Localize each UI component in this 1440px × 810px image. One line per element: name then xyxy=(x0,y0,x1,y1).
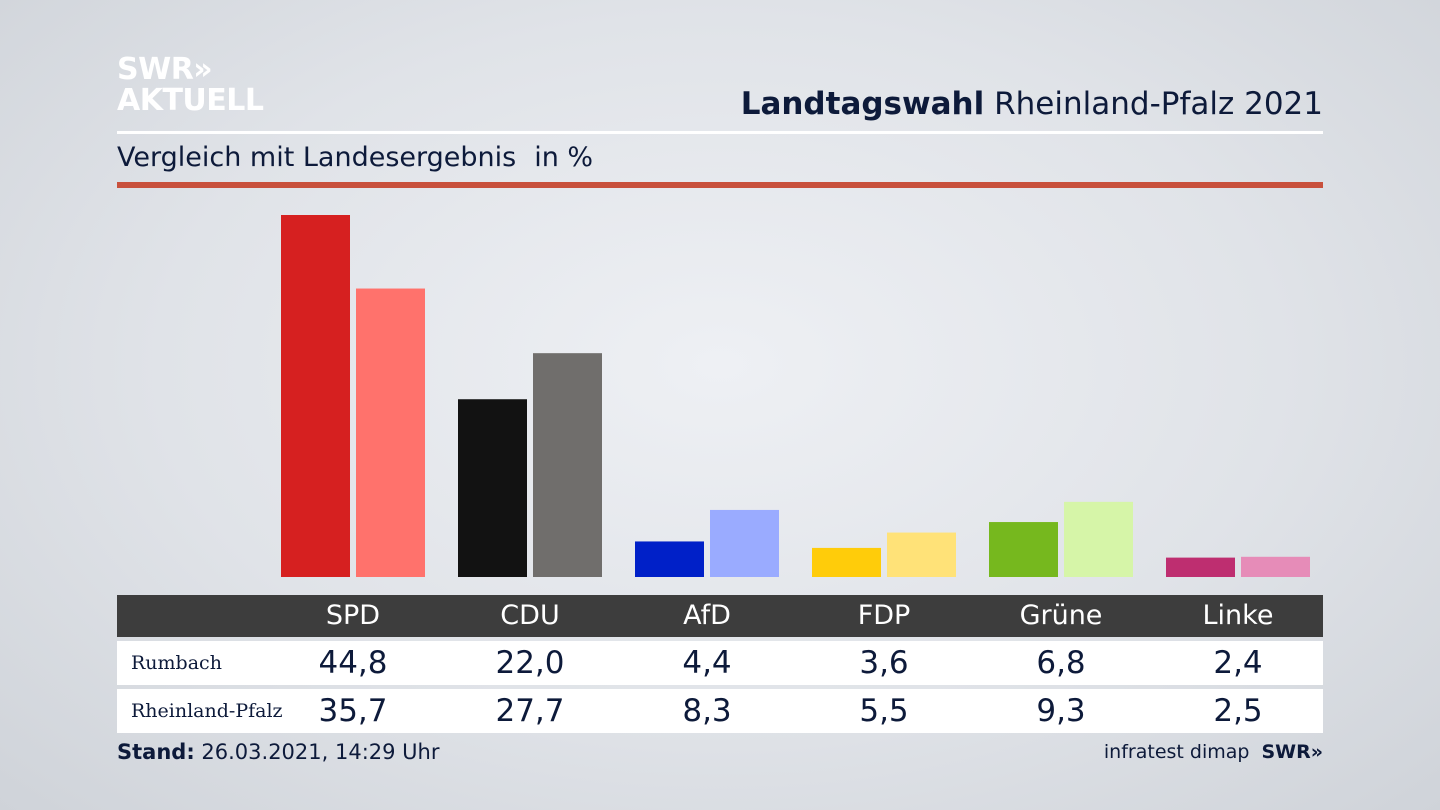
subtitle-divider xyxy=(117,182,1323,188)
bar-linke-rheinland-pfalz xyxy=(1241,556,1310,577)
column-header-afd: AfD xyxy=(683,600,731,631)
logo-line-1: SWR» xyxy=(117,52,213,87)
value-spd-rheinland-pfalz: 35,7 xyxy=(318,693,388,729)
header-divider xyxy=(117,131,1323,134)
bar-afd-rheinland-pfalz xyxy=(710,509,779,577)
bar-fdp-rheinland-pfalz xyxy=(887,532,956,577)
source-text: infratest dimap xyxy=(1103,741,1250,763)
source-credit: infratest dimap SWR» xyxy=(1104,741,1323,763)
value-gr-ne-rheinland-pfalz: 9,3 xyxy=(1036,693,1086,729)
chart-subtitle: Vergleich mit Landesergebnis in % xyxy=(117,142,593,173)
subtitle-text: Vergleich mit Landesergebnis xyxy=(117,142,517,173)
bar-cdu-rheinland-pfalz xyxy=(533,353,602,577)
value-fdp-rheinland-pfalz: 5,5 xyxy=(859,693,909,729)
bar-spd-rumbach xyxy=(281,215,350,577)
row-label: Rumbach xyxy=(131,652,222,674)
results-table: SPD CDU AfD FDP Grüne Linke Rumbach 44,8 22,0 4… xyxy=(117,595,1323,733)
page-title: Landtagswahl Rheinland-Pfalz 2021 xyxy=(741,86,1323,122)
timestamp: Stand: 26.03.2021, 14:29 Uhr xyxy=(117,740,440,764)
value-afd-rheinland-pfalz: 8,3 xyxy=(682,693,732,729)
title-bold: Landtagswahl xyxy=(740,86,985,122)
value-fdp-rumbach: 3,6 xyxy=(859,645,909,681)
stand-value: 26.03.2021, 14:29 Uhr xyxy=(194,740,440,764)
table-header-row: SPD CDU AfD FDP Grüne Linke xyxy=(117,595,1323,637)
bar-cdu-rumbach xyxy=(458,399,527,577)
column-header-linke: Linke xyxy=(1202,600,1274,631)
value-linke-rumbach: 2,4 xyxy=(1213,645,1263,681)
swr-aktuell-logo: SWR» AKTUELL xyxy=(117,54,264,116)
bar-gr-ne-rheinland-pfalz xyxy=(1064,501,1133,577)
column-header-fdp: FDP xyxy=(857,600,911,631)
row-label: Rheinland-Pfalz xyxy=(131,700,283,722)
value-linke-rheinland-pfalz: 2,5 xyxy=(1213,693,1263,729)
bar-chart xyxy=(281,215,1310,577)
column-header-spd: SPD xyxy=(325,600,381,631)
column-header-gr-ne: Grüne xyxy=(1019,600,1103,631)
title-rest: Rheinland-Pfalz 2021 xyxy=(984,86,1323,122)
value-spd-rumbach: 44,8 xyxy=(318,645,388,681)
logo-line-2: AKTUELL xyxy=(117,83,264,118)
bar-fdp-rumbach xyxy=(812,547,881,577)
bar-spd-rheinland-pfalz xyxy=(356,288,425,577)
swr-footer-logo: SWR» xyxy=(1261,741,1323,763)
column-header-cdu: CDU xyxy=(500,600,560,631)
bar-afd-rumbach xyxy=(635,541,704,577)
value-cdu-rheinland-pfalz: 27,7 xyxy=(495,693,565,729)
table-row-rheinland-pfalz: Rheinland-Pfalz 35,7 27,7 8,3 5,5 9,3 2,5 xyxy=(117,689,1323,733)
value-cdu-rumbach: 22,0 xyxy=(495,645,565,681)
stand-label: Stand: xyxy=(117,740,195,764)
value-gr-ne-rumbach: 6,8 xyxy=(1036,645,1086,681)
table-row-rumbach: Rumbach 44,8 22,0 4,4 3,6 6,8 2,4 xyxy=(117,641,1323,685)
bar-linke-rumbach xyxy=(1166,557,1235,577)
bar-gr-ne-rumbach xyxy=(989,522,1058,577)
value-afd-rumbach: 4,4 xyxy=(682,645,732,681)
subtitle-unit: in % xyxy=(534,142,594,173)
